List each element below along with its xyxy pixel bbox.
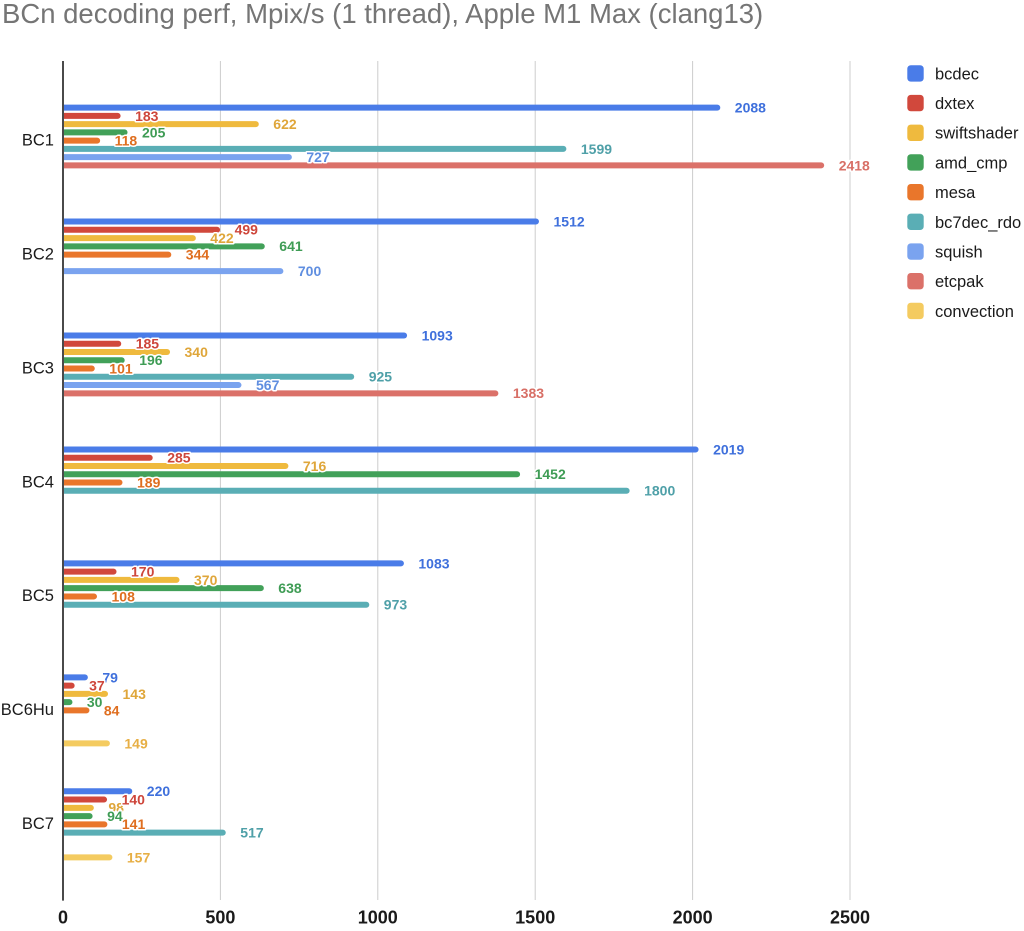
svg-text:2418: 2418: [839, 157, 870, 173]
svg-text:BC7: BC7: [22, 815, 54, 833]
svg-text:1000: 1000: [358, 908, 398, 927]
svg-text:143: 143: [123, 686, 147, 702]
svg-text:141: 141: [122, 816, 146, 832]
svg-text:157: 157: [127, 849, 151, 865]
svg-text:205: 205: [142, 124, 166, 140]
svg-text:BC6Hu: BC6Hu: [1, 701, 54, 719]
svg-text:1383: 1383: [513, 385, 544, 401]
svg-text:108: 108: [112, 588, 136, 604]
svg-text:BC4: BC4: [22, 473, 54, 491]
svg-text:641: 641: [279, 238, 303, 254]
svg-text:622: 622: [273, 116, 297, 132]
svg-text:squish: squish: [935, 243, 983, 261]
svg-text:185: 185: [136, 336, 160, 352]
svg-text:BC5: BC5: [22, 587, 54, 605]
svg-text:196: 196: [139, 352, 163, 368]
svg-text:567: 567: [256, 377, 280, 393]
svg-text:1093: 1093: [422, 327, 453, 343]
svg-text:1599: 1599: [581, 141, 612, 157]
svg-text:94: 94: [107, 808, 123, 824]
svg-text:98: 98: [108, 800, 124, 816]
svg-text:189: 189: [137, 474, 161, 490]
svg-text:118: 118: [115, 133, 138, 149]
svg-text:2500: 2500: [830, 908, 870, 927]
svg-text:1083: 1083: [418, 555, 449, 571]
svg-text:973: 973: [384, 597, 408, 613]
svg-text:84: 84: [104, 702, 120, 718]
svg-text:422: 422: [210, 230, 234, 246]
svg-text:344: 344: [186, 246, 210, 262]
svg-text:925: 925: [369, 369, 393, 385]
svg-text:BCn decoding perf, Mpix/s (1 t: BCn decoding perf, Mpix/s (1 thread), Ap…: [2, 0, 763, 29]
svg-text:1800: 1800: [644, 483, 675, 499]
svg-text:499: 499: [235, 222, 259, 238]
svg-text:dxtex: dxtex: [935, 95, 975, 113]
svg-text:30: 30: [87, 694, 103, 710]
svg-text:37: 37: [89, 678, 105, 694]
svg-text:727: 727: [306, 149, 330, 165]
svg-text:370: 370: [194, 572, 218, 588]
svg-text:79: 79: [102, 669, 118, 685]
svg-text:517: 517: [240, 825, 264, 841]
svg-text:2088: 2088: [735, 100, 766, 116]
svg-text:101: 101: [109, 360, 133, 376]
svg-text:BC2: BC2: [22, 245, 54, 263]
svg-text:bc7dec_rdo: bc7dec_rdo: [935, 214, 1021, 232]
svg-text:170: 170: [131, 564, 155, 580]
svg-text:500: 500: [205, 908, 235, 927]
svg-text:340: 340: [185, 344, 209, 360]
svg-text:convection: convection: [935, 303, 1014, 321]
svg-text:0: 0: [58, 908, 68, 927]
svg-text:140: 140: [122, 791, 146, 807]
svg-text:1512: 1512: [554, 213, 585, 229]
svg-text:638: 638: [278, 580, 302, 596]
svg-text:mesa: mesa: [935, 184, 976, 202]
svg-text:220: 220: [147, 783, 171, 799]
svg-text:2019: 2019: [713, 441, 744, 457]
svg-text:716: 716: [303, 458, 327, 474]
svg-text:1500: 1500: [515, 908, 555, 927]
svg-text:1452: 1452: [535, 466, 566, 482]
svg-text:285: 285: [167, 450, 191, 466]
svg-text:149: 149: [124, 735, 148, 751]
svg-text:bcdec: bcdec: [935, 65, 979, 83]
svg-text:swiftshader: swiftshader: [935, 125, 1019, 143]
svg-text:BC1: BC1: [22, 131, 54, 149]
svg-text:BC3: BC3: [22, 359, 54, 377]
svg-text:etcpak: etcpak: [935, 273, 984, 291]
svg-text:2000: 2000: [673, 908, 713, 927]
svg-text:700: 700: [298, 263, 322, 279]
svg-text:amd_cmp: amd_cmp: [935, 154, 1007, 172]
svg-text:183: 183: [135, 108, 159, 124]
